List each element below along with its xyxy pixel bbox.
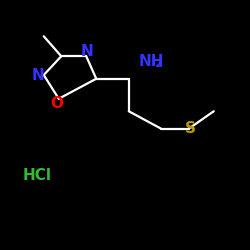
Text: N: N: [80, 44, 93, 59]
Text: N: N: [32, 68, 44, 82]
Text: 2: 2: [154, 59, 162, 69]
Text: HCl: HCl: [23, 168, 52, 182]
Text: NH: NH: [139, 54, 164, 69]
Text: O: O: [50, 96, 63, 111]
Text: S: S: [184, 121, 196, 136]
